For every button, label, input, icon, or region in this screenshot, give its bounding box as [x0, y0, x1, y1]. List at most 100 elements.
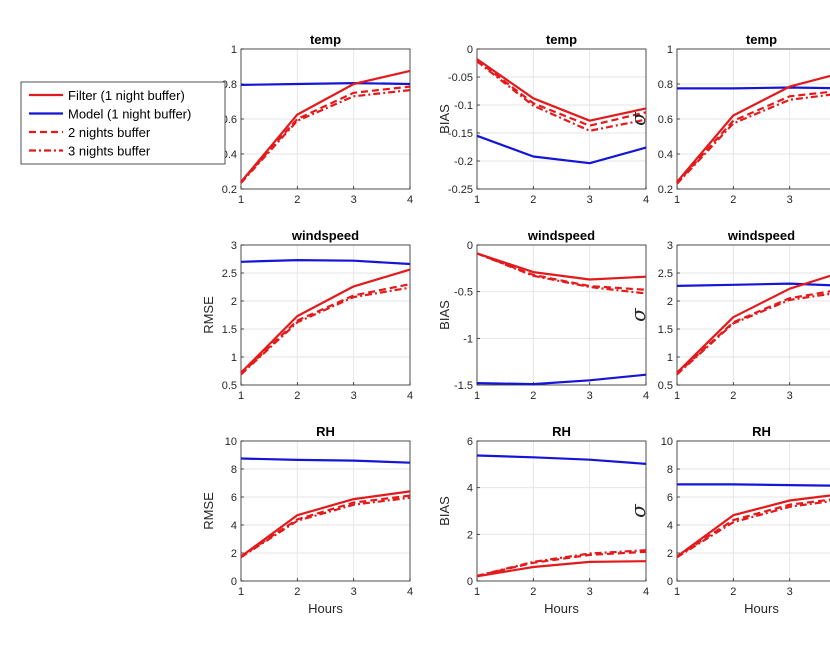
y-axis-label: BIAS — [437, 104, 452, 134]
series-line-3-nights — [676, 292, 830, 376]
subplot-title: RH — [552, 424, 571, 439]
x-tick-label: 1 — [238, 390, 244, 402]
series-line-filter — [240, 490, 411, 558]
series-line-filter — [676, 74, 830, 183]
plot-area — [241, 441, 410, 581]
series-line-model — [476, 373, 647, 386]
x-axis-label: Hours — [744, 601, 779, 616]
x-tick-label: 3 — [787, 194, 793, 206]
x-tick-label: 4 — [643, 390, 649, 402]
subplot-title: temp — [546, 32, 577, 47]
y-tick-label: -0.2 — [454, 156, 473, 168]
axes-box — [240, 244, 411, 386]
x-tick-label: 2 — [730, 586, 736, 598]
x-tick-label: 4 — [407, 390, 413, 402]
x-tick-label: 1 — [238, 586, 244, 598]
series-line-model — [677, 483, 830, 487]
x-tick-label: 4 — [643, 194, 649, 206]
series-line-filter — [476, 560, 647, 578]
y-tick-label: 2 — [667, 548, 673, 560]
y-tick-label: 2 — [667, 296, 673, 308]
series-line-2-nights — [240, 283, 411, 375]
x-tick-label: 1 — [238, 194, 244, 206]
subplot-title: temp — [310, 32, 341, 47]
x-tick-label: 3 — [351, 390, 357, 402]
y-tick-label: 1.5 — [658, 324, 673, 336]
series-line-filter — [476, 252, 647, 281]
y-tick-label: 8 — [667, 464, 673, 476]
x-axis-label: Hours — [308, 601, 343, 616]
y-tick-label: 1 — [231, 44, 237, 56]
y-tick-label: 0 — [667, 576, 673, 588]
x-tick-label: 3 — [587, 194, 593, 206]
y-tick-label: -1.5 — [454, 380, 473, 392]
series-line-3-nights — [676, 93, 830, 185]
y-axis-label: σ — [626, 111, 650, 126]
y-tick-label: 0.2 — [658, 184, 673, 196]
plot-area — [477, 49, 646, 189]
y-tick-label: -0.25 — [448, 184, 473, 196]
y-axis-label: BIAS — [437, 300, 452, 330]
y-tick-label: 1 — [667, 44, 673, 56]
x-tick-label: 2 — [730, 390, 736, 402]
series-line-2-nights — [476, 550, 647, 577]
subplot-title: windspeed — [727, 228, 795, 243]
y-tick-label: 0 — [467, 576, 473, 588]
series-line-model — [676, 282, 830, 287]
series-line-model — [476, 134, 647, 165]
series-line-2-nights — [676, 90, 830, 184]
legend-label: Model (1 night buffer) — [68, 107, 191, 122]
x-tick-label: 1 — [474, 390, 480, 402]
series-line-model — [677, 86, 830, 90]
axes-box — [676, 440, 830, 582]
y-tick-label: 4 — [231, 520, 237, 532]
y-tick-label: 2.5 — [222, 268, 237, 280]
series-line-filter — [240, 268, 411, 374]
series-line-2-nights — [676, 498, 830, 558]
axes-box — [476, 48, 647, 190]
y-tick-label: 0 — [467, 240, 473, 252]
y-axis-label: σ — [626, 503, 650, 518]
legend-label: 3 nights buffer — [68, 144, 151, 159]
y-tick-label: 1 — [231, 352, 237, 364]
x-tick-label: 4 — [407, 194, 413, 206]
y-tick-label: 6 — [467, 436, 473, 448]
y-tick-label: 0.6 — [658, 114, 673, 126]
y-tick-label: 10 — [661, 436, 673, 448]
y-tick-label: 0.5 — [222, 380, 237, 392]
subplot-title: windspeed — [527, 228, 595, 243]
subplot-2-2: 1 2 3 4 -1.5 -1 -0.5 0 windspeed BIAS — [437, 228, 649, 402]
x-tick-label: 3 — [787, 390, 793, 402]
subplot-1-2: 1 2 3 4 -0.25 -0.2 -0.15 -0.1 -0.05 0 temp BIAS — [437, 32, 649, 206]
x-tick-label: 1 — [674, 194, 680, 206]
x-tick-label: 3 — [351, 586, 357, 598]
y-tick-label: -0.5 — [454, 287, 473, 299]
legend: Filter (1 night buffer) Model (1 night bu… — [20, 81, 226, 165]
y-tick-label: 3 — [667, 240, 673, 252]
y-tick-label: 0.4 — [222, 149, 237, 161]
series-line-3-nights — [476, 549, 647, 577]
x-tick-label: 2 — [294, 390, 300, 402]
series-line-3-nights — [240, 286, 411, 376]
subplot-1-3: 1 2 3 4 0.2 0.4 0.6 0.8 1 temp σ — [626, 32, 830, 206]
series-line-3-nights — [676, 500, 830, 559]
x-tick-label: 2 — [530, 390, 536, 402]
x-tick-label: 2 — [294, 194, 300, 206]
series-line-filter — [676, 494, 830, 558]
y-tick-label: 1.5 — [222, 324, 237, 336]
y-tick-label: 3 — [231, 240, 237, 252]
subplot-3-3: 1 2 3 4 0 2 4 6 8 10 RH σ Hours — [626, 424, 830, 616]
y-tick-label: 0.5 — [658, 380, 673, 392]
y-axis-label: BIAS — [437, 496, 452, 526]
y-tick-label: 10 — [225, 436, 237, 448]
legend-label: 2 nights buffer — [68, 125, 151, 140]
subplot-title: RH — [316, 424, 335, 439]
y-tick-label: 2 — [231, 548, 237, 560]
x-tick-label: 3 — [351, 194, 357, 206]
y-tick-label: 0.8 — [658, 79, 673, 91]
y-axis-label: RMSE — [201, 296, 216, 334]
